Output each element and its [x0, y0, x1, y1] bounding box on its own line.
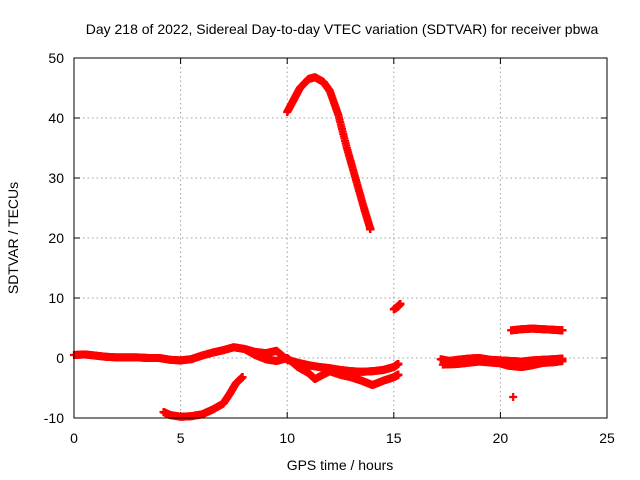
y-axis-label: SDTVAR / TECUs: [5, 182, 21, 294]
y-tick-label: -10: [44, 410, 64, 426]
axes: 0 5 10 15 20 25 -10 0 10 20 30 40 50: [44, 50, 615, 446]
y-tick-label: 30: [48, 170, 64, 186]
y-tick-label: 10: [48, 290, 64, 306]
x-tick-label: 5: [177, 430, 185, 446]
x-tick-label: 20: [493, 430, 509, 446]
data-point: [509, 393, 518, 401]
x-tick-label: 25: [599, 430, 615, 446]
data-point: [394, 360, 403, 368]
series-upper-late-segment: [507, 324, 567, 335]
series-baseline-early: [70, 343, 403, 376]
data-point: [558, 326, 567, 335]
y-tick-label: 20: [48, 230, 64, 246]
data-point: [394, 370, 403, 379]
y-tick-label: 0: [56, 350, 64, 366]
series-peak-arc: [283, 73, 375, 233]
series-short-segment: [389, 300, 405, 314]
plot-frame: [73, 57, 608, 419]
x-tick-label: 10: [279, 430, 295, 446]
series-dip-arc: [159, 373, 247, 421]
data-point: [558, 357, 567, 365]
data-point: [238, 373, 247, 382]
series-baseline-branch: [240, 345, 403, 389]
data-points: [70, 73, 567, 421]
series-isolated-point: [509, 393, 518, 401]
chart-title: Day 218 of 2022, Sidereal Day-to-day VTE…: [86, 21, 599, 37]
x-tick-label: 15: [386, 430, 402, 446]
series-baseline-late-lower: [438, 357, 567, 371]
data-point: [366, 225, 375, 233]
x-axis-label: GPS time / hours: [287, 457, 394, 473]
y-tick-label: 50: [48, 50, 64, 66]
y-tick-label: 40: [48, 110, 64, 126]
data-point: [396, 300, 405, 308]
x-tick-label: 0: [70, 430, 78, 446]
